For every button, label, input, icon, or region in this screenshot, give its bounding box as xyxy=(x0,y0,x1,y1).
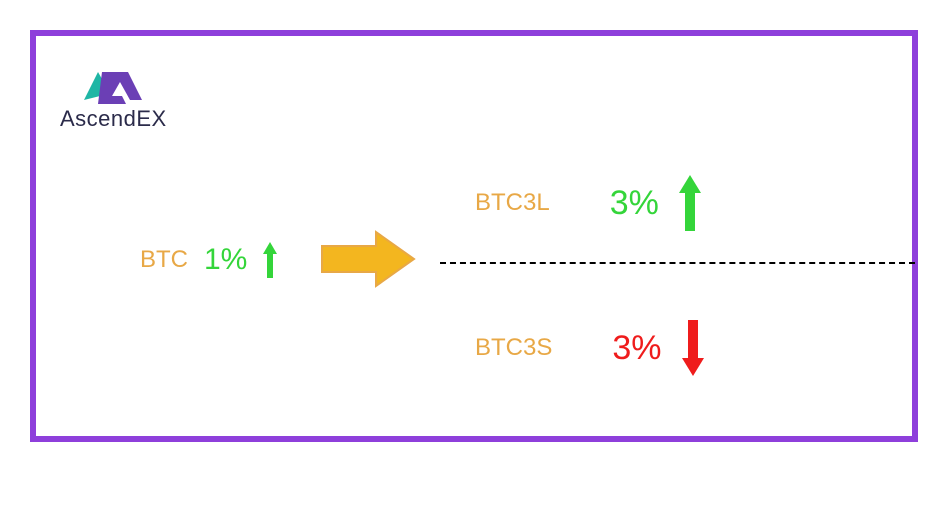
ascendex-logo-icon xyxy=(78,62,148,104)
btc-group: BTC 1% xyxy=(140,242,277,278)
divider-line xyxy=(440,262,915,264)
btc3l-percent: 3% xyxy=(610,184,659,223)
btc3s-label: BTC3S xyxy=(475,334,552,362)
btc3l-group: BTC3L 3% xyxy=(475,175,701,231)
btc3s-value: 3% xyxy=(612,320,703,376)
btc-label: BTC xyxy=(140,246,188,274)
btc3s-percent: 3% xyxy=(612,329,661,368)
brand-logo: AscendEX xyxy=(60,62,167,132)
flow-arrow-icon xyxy=(320,230,416,288)
btc3l-arrow-up-icon xyxy=(679,175,701,231)
btc-arrow-up-icon xyxy=(263,242,277,278)
btc3s-group: BTC3S 3% xyxy=(475,320,704,376)
btc-percent: 1% xyxy=(204,243,247,277)
brand-name: AscendEX xyxy=(60,106,167,132)
btc3s-arrow-down-icon xyxy=(682,320,704,376)
btc3l-label: BTC3L xyxy=(475,189,550,217)
btc3l-value: 3% xyxy=(610,175,701,231)
